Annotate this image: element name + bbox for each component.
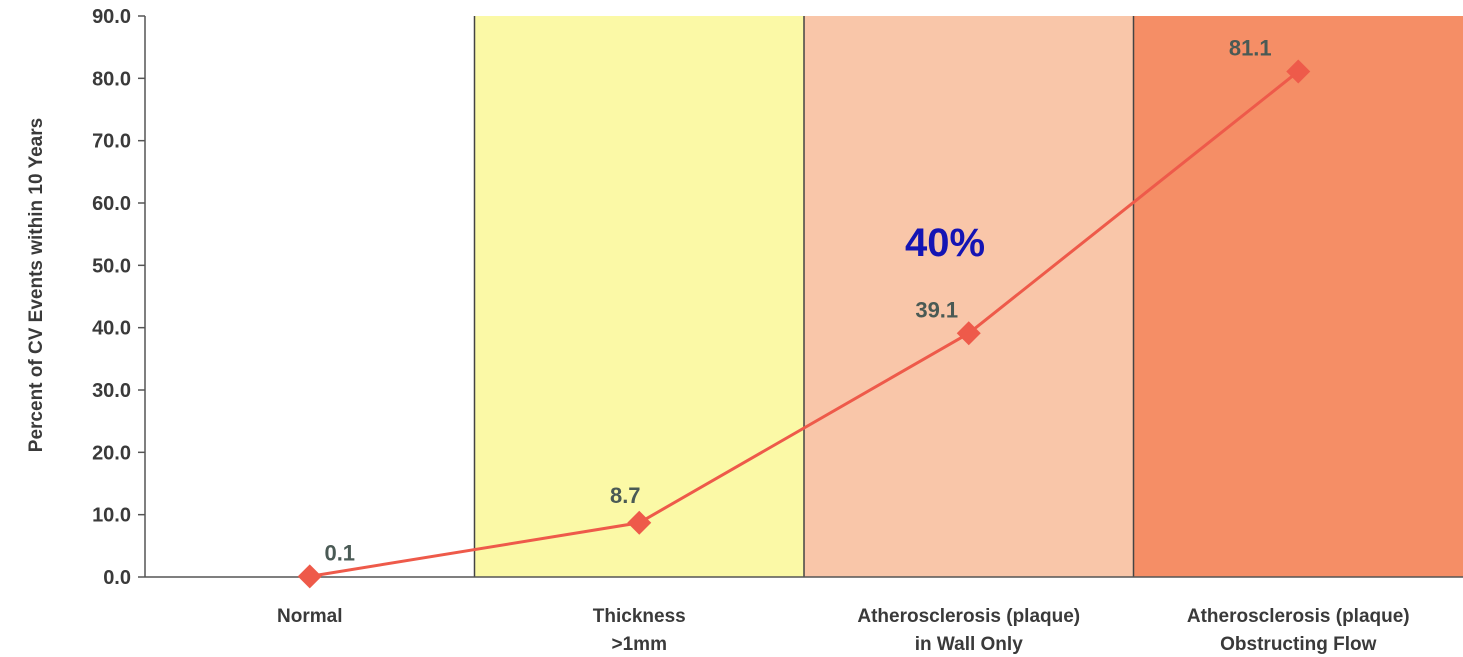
data-label: 39.1 <box>915 297 958 322</box>
y-tick-label: 80.0 <box>92 68 131 90</box>
band-dividers <box>473 16 1135 577</box>
data-point-marker <box>956 321 981 346</box>
data-point-marker <box>297 564 322 589</box>
x-category-label: Atherosclerosis (plaque) in Wall Only <box>857 606 1080 655</box>
y-tick-label: 10.0 <box>92 505 131 527</box>
category-bands <box>145 16 1463 577</box>
data-label: 81.1 <box>1229 35 1272 60</box>
y-axis-title: Percent of CV Events within 10 Years <box>26 118 47 452</box>
data-label: 0.1 <box>324 540 355 565</box>
series-line <box>297 59 1311 589</box>
axes <box>144 16 1463 578</box>
x-category-labels: Normal Thickness >1mm Atherosclerosis (plaq… <box>277 606 1410 655</box>
category-band-2 <box>474 16 804 577</box>
category-band-4 <box>1133 16 1463 577</box>
y-tick-label: 0.0 <box>103 567 131 589</box>
y-tick-label: 50.0 <box>92 255 131 277</box>
x-category-label: Thickness >1mm <box>593 606 686 655</box>
data-label: 8.7 <box>610 483 641 508</box>
data-point-marker <box>1286 59 1311 84</box>
y-tick-label: 70.0 <box>92 131 131 153</box>
data-labels: 0.1 8.7 39.1 81.1 <box>324 35 1271 565</box>
y-tick-label: 30.0 <box>92 380 131 402</box>
data-point-marker <box>627 510 652 535</box>
y-ticks: 0.0 10.0 20.0 30.0 40.0 50.0 60.0 70.0 80.0 90.0 <box>92 6 145 589</box>
y-tick-label: 60.0 <box>92 193 131 215</box>
y-tick-label: 20.0 <box>92 442 131 464</box>
category-band-1 <box>145 16 475 577</box>
series-polyline <box>309 70 1300 578</box>
x-category-label: Atherosclerosis (plaque) Obstructing Flow <box>1187 606 1410 655</box>
x-category-label: Normal <box>277 606 342 627</box>
y-tick-label: 40.0 <box>92 318 131 340</box>
y-tick-label: 90.0 <box>92 6 131 28</box>
category-band-3 <box>804 16 1134 577</box>
annotation-label: 40% <box>905 221 985 265</box>
